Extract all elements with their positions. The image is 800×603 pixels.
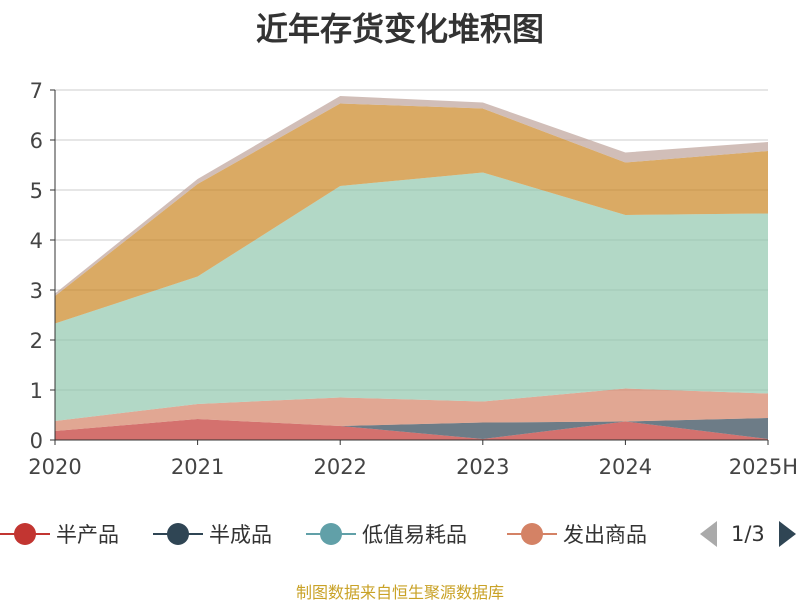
legend-page-indicator: 1/3 — [731, 522, 765, 546]
legend-label: 半成品 — [209, 523, 272, 547]
y-tick-label: 3 — [30, 279, 43, 303]
legend-pager: 1/3 — [700, 514, 796, 554]
legend-label: 低值易耗品 — [362, 523, 467, 547]
legend-item[interactable]: 低值易耗品 — [306, 514, 467, 554]
axes — [54, 90, 768, 441]
legend: 1/3 半产品 半成品 低值易耗品 发出商品 — [0, 514, 800, 554]
area-series-0[interactable] — [55, 419, 768, 440]
x-tick-label: 2022 — [313, 455, 366, 479]
area-series-5[interactable] — [55, 103, 768, 324]
x-tick-label: 2025H — [729, 455, 798, 479]
area-series-6[interactable] — [55, 96, 768, 296]
chevron-left-icon[interactable] — [700, 521, 717, 547]
legend-marker-icon — [306, 514, 356, 554]
legend-item[interactable]: 半成品 — [153, 514, 272, 554]
area-series-3[interactable] — [55, 388, 768, 432]
legend-marker-icon — [153, 514, 203, 554]
x-tick-label: 2023 — [456, 455, 509, 479]
x-tick-label: 2020 — [28, 455, 81, 479]
y-tick-label: 0 — [30, 429, 43, 453]
chart-title: 近年存货变化堆积图 — [255, 10, 544, 48]
y-tick-label: 4 — [30, 229, 43, 253]
legend-item[interactable]: 发出商品 — [507, 514, 647, 554]
area-series — [55, 96, 768, 440]
x-axis-ticks: 2020 2021 2022 2023 2024 2025H — [28, 440, 798, 479]
y-tick-label: 1 — [30, 379, 43, 403]
x-tick-label: 2024 — [599, 455, 652, 479]
legend-item[interactable]: 半产品 — [0, 514, 119, 554]
chevron-right-icon[interactable] — [778, 521, 796, 547]
area-series-1[interactable] — [55, 418, 768, 439]
y-tick-label: 5 — [30, 179, 43, 203]
legend-marker-icon — [0, 514, 50, 554]
legend-label: 半产品 — [56, 523, 119, 547]
y-tick-label: 7 — [30, 79, 43, 103]
x-tick-label: 2021 — [171, 455, 224, 479]
y-tick-label: 6 — [30, 129, 43, 153]
area-series-4[interactable] — [55, 172, 768, 422]
y-tick-label: 2 — [30, 329, 43, 353]
data-source-note: 制图数据来自恒生聚源数据库 — [295, 583, 504, 602]
legend-marker-icon — [507, 514, 557, 554]
legend-label: 发出商品 — [563, 523, 647, 547]
y-axis-ticks: 0 1 2 3 4 5 6 7 — [30, 79, 55, 453]
stacked-area-chart: 0 1 2 3 4 5 6 7 2020 2021 2022 2023 2024 2025H — [28, 79, 798, 479]
